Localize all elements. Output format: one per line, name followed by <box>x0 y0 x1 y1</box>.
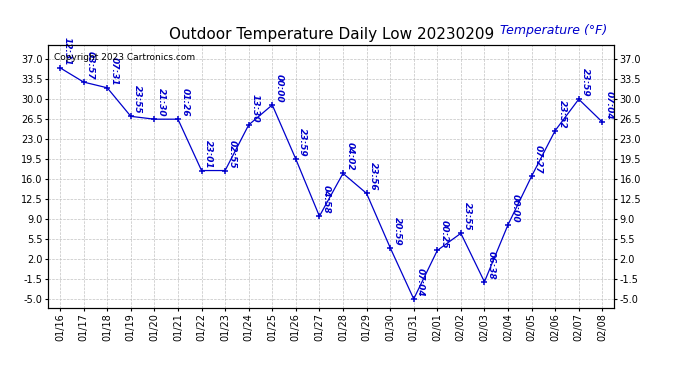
Text: Temperature (°F): Temperature (°F) <box>500 24 607 38</box>
Text: 07:31: 07:31 <box>110 57 119 86</box>
Text: 03:57: 03:57 <box>86 51 95 80</box>
Text: 06:38: 06:38 <box>486 251 496 279</box>
Text: 21:30: 21:30 <box>157 88 166 117</box>
Text: 20:59: 20:59 <box>393 217 402 245</box>
Text: 13:30: 13:30 <box>251 94 260 123</box>
Text: 07:04: 07:04 <box>604 91 613 120</box>
Text: 01:26: 01:26 <box>180 88 189 117</box>
Text: 00:25: 00:25 <box>440 219 449 248</box>
Text: 23:55: 23:55 <box>463 202 472 231</box>
Title: Outdoor Temperature Daily Low 20230209: Outdoor Temperature Daily Low 20230209 <box>168 27 494 42</box>
Text: 12:31: 12:31 <box>63 37 72 66</box>
Text: Copyright 2023 Cartronics.com: Copyright 2023 Cartronics.com <box>54 53 195 62</box>
Text: 23:59: 23:59 <box>581 68 590 97</box>
Text: 00:00: 00:00 <box>511 194 520 222</box>
Text: 23:55: 23:55 <box>133 86 142 114</box>
Text: 23:52: 23:52 <box>558 100 566 128</box>
Text: 04:58: 04:58 <box>322 185 331 214</box>
Text: 04:02: 04:02 <box>345 142 355 171</box>
Text: 23:01: 23:01 <box>204 140 213 168</box>
Text: 23:56: 23:56 <box>369 162 378 191</box>
Text: 00:00: 00:00 <box>275 74 284 103</box>
Text: 07:27: 07:27 <box>534 146 543 174</box>
Text: 02:55: 02:55 <box>228 140 237 168</box>
Text: 07:04: 07:04 <box>416 268 425 297</box>
Text: 23:59: 23:59 <box>298 128 307 157</box>
